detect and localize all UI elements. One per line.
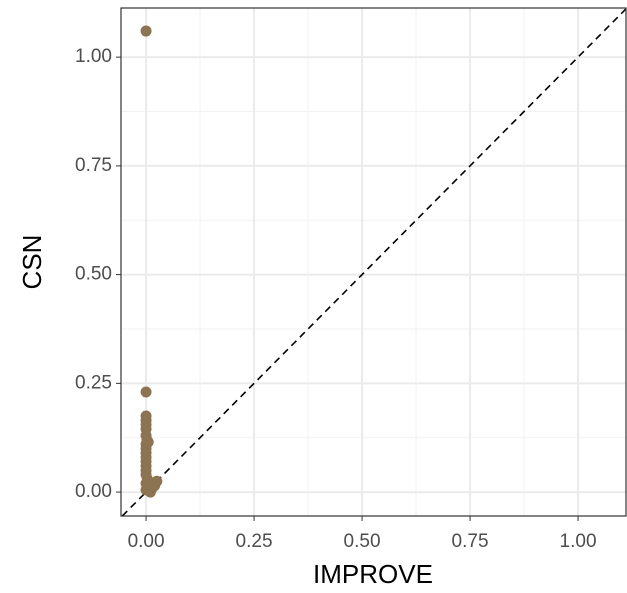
x-tick-label: 0.50 (344, 531, 381, 552)
y-axis-title: CSN (17, 235, 47, 290)
x-tick-label: 1.00 (560, 531, 597, 552)
x-tick-label: 0.75 (452, 531, 489, 552)
y-tick-label: 0.25 (75, 372, 112, 393)
y-tick-label: 0.75 (75, 155, 112, 176)
point (149, 480, 161, 492)
identity-line (121, 8, 627, 517)
y-tick-label: 0.00 (75, 481, 112, 502)
point (142, 436, 154, 448)
y-tick-label: 0.50 (75, 264, 112, 285)
x-tick-label: 0.00 (128, 531, 165, 552)
panel-border (120, 7, 627, 517)
x-tick-label: 0.25 (236, 531, 273, 552)
y-tick-label: 1.00 (75, 46, 112, 67)
x-axis-title: IMPROVE (313, 559, 433, 589)
point (140, 386, 152, 398)
point (140, 25, 152, 37)
